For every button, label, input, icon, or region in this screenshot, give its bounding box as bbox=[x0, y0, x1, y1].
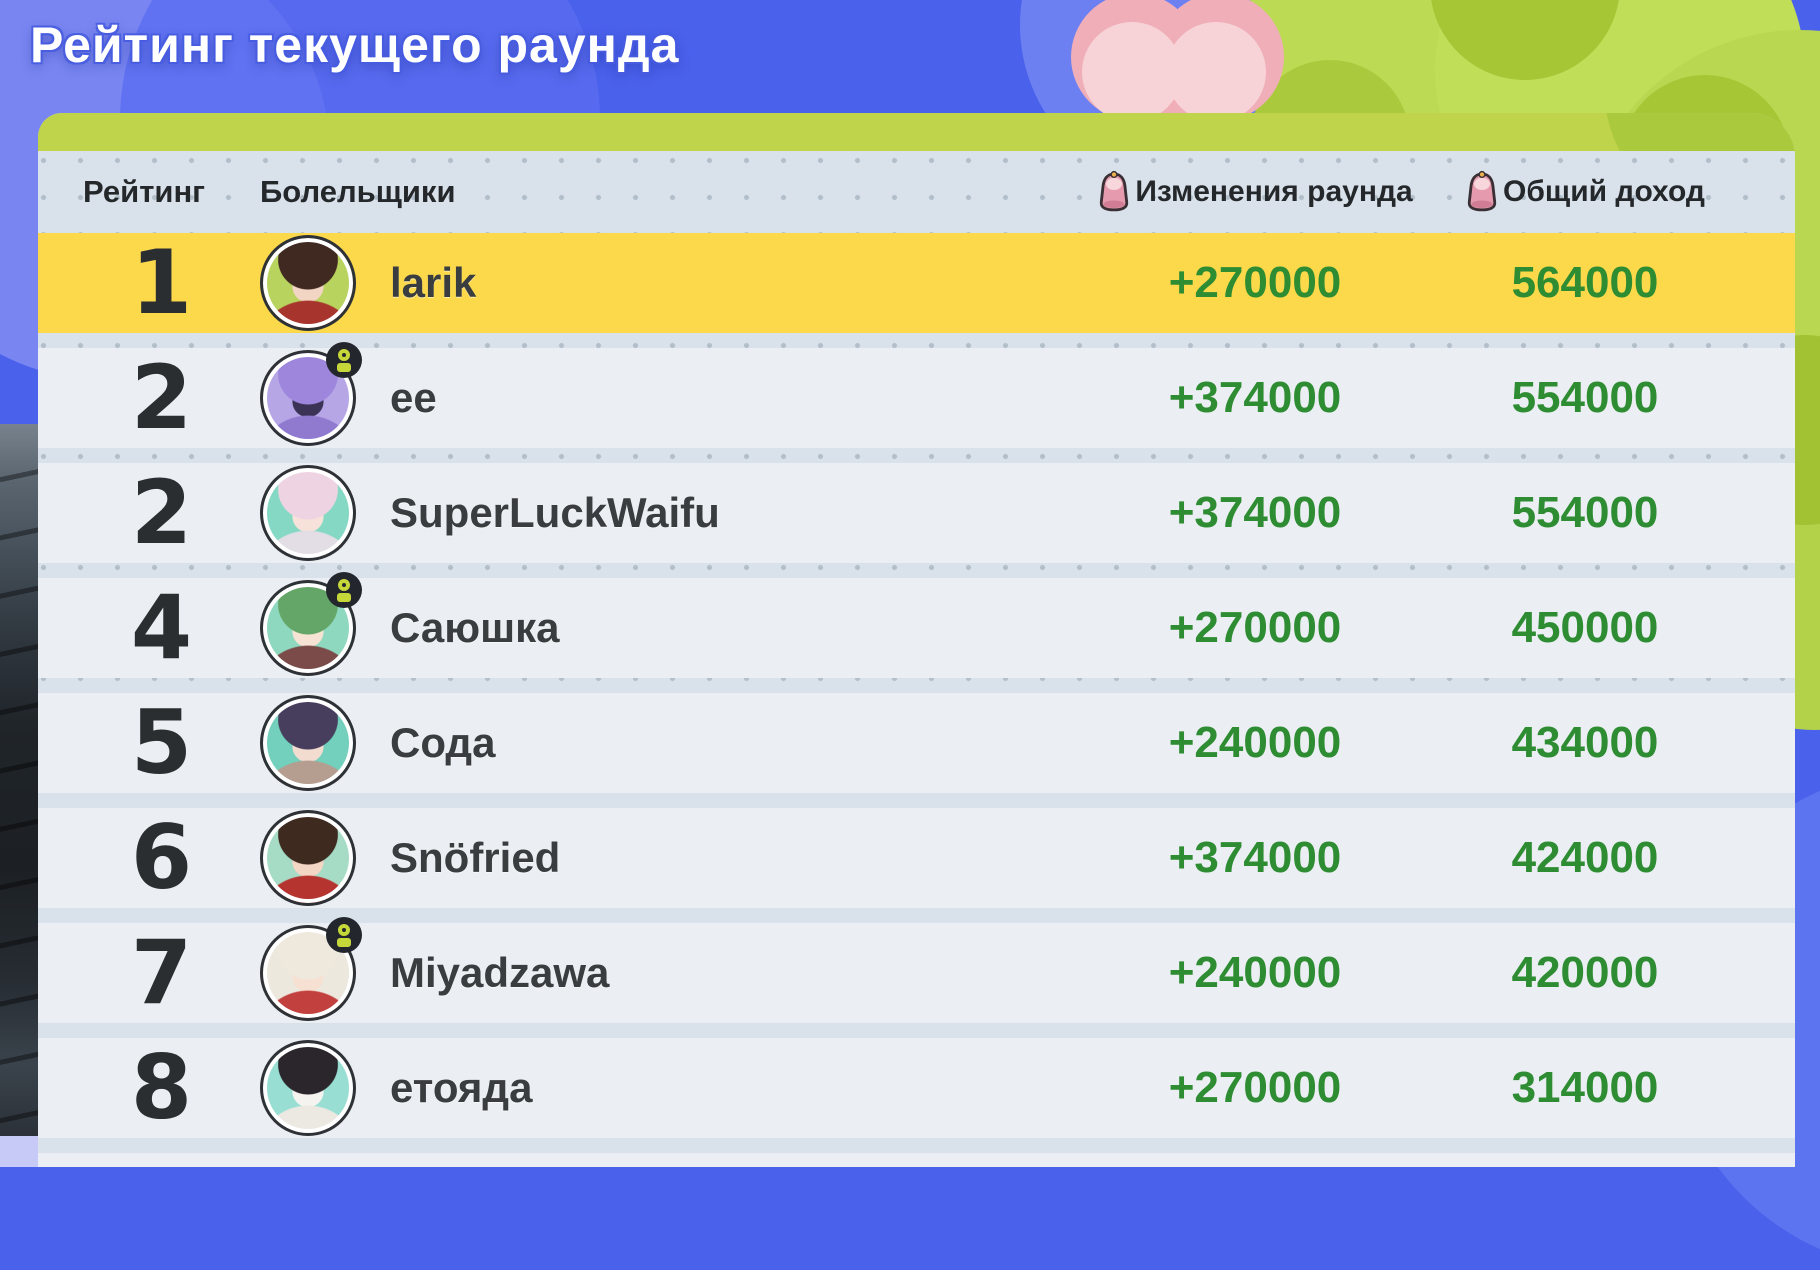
player-name: Саюшка bbox=[390, 604, 560, 651]
total-income-value: 420000 bbox=[1511, 948, 1659, 997]
page-title: Рейтинг текущего раунда bbox=[30, 17, 680, 73]
round-change-value: +240000 bbox=[1168, 718, 1342, 767]
friend-badge-icon bbox=[326, 917, 362, 953]
rank-value: 8 bbox=[130, 1036, 192, 1139]
rank-value: 2 bbox=[130, 461, 192, 564]
round-change-value: +270000 bbox=[1168, 603, 1342, 652]
avatar[interactable] bbox=[260, 925, 356, 1021]
round-change-value: +270000 bbox=[1168, 1063, 1342, 1112]
pudding-icon bbox=[1100, 170, 1129, 212]
pudding-icon bbox=[1467, 170, 1497, 212]
total-income-value: 434000 bbox=[1511, 718, 1659, 767]
leaderboard-panel: Рейтинг Болельщики Изменения раунда bbox=[38, 113, 1795, 1167]
column-header-fans: Болельщики bbox=[260, 174, 456, 209]
friend-badge-icon bbox=[326, 342, 362, 378]
column-header-total-income: Общий доход bbox=[1420, 170, 1750, 212]
table-row[interactable]: 5 Сода +240000 434000 bbox=[38, 693, 1795, 793]
avatar[interactable] bbox=[260, 695, 356, 791]
total-income-value: 554000 bbox=[1511, 373, 1659, 422]
avatar[interactable] bbox=[260, 1040, 356, 1136]
player-name: етояда bbox=[390, 1064, 533, 1111]
player-name: Miyadzawa bbox=[390, 949, 610, 996]
table-row[interactable]: 6 Snöfried +374000 424000 bbox=[38, 808, 1795, 908]
pink-flower-decoration bbox=[1166, 22, 1266, 122]
column-header-total-income-label: Общий доход bbox=[1503, 175, 1705, 208]
total-income-value: 314000 bbox=[1511, 1063, 1659, 1112]
round-change-value: +270000 bbox=[1168, 258, 1342, 307]
total-income-value: 450000 bbox=[1511, 603, 1659, 652]
player-name: Сода bbox=[390, 719, 496, 766]
round-change-value: +240000 bbox=[1168, 948, 1342, 997]
round-change-value: +374000 bbox=[1168, 373, 1342, 422]
table-row[interactable]: 4 Саюшка +270000 450000 bbox=[38, 572, 1795, 679]
column-header-round-change-label: Изменения раунда bbox=[1135, 175, 1413, 208]
rank-value: 2 bbox=[130, 346, 192, 449]
table-row-partial bbox=[38, 1153, 1795, 1167]
table-header-row: Рейтинг Болельщики Изменения раунда bbox=[38, 151, 1795, 233]
speaker-prop bbox=[0, 424, 40, 1136]
table-row[interactable]: 7 Miyadzawa +240000 420000 bbox=[38, 917, 1795, 1024]
player-name: Snöfried bbox=[390, 834, 561, 881]
round-change-value: +374000 bbox=[1168, 488, 1342, 537]
player-name: SuperLuckWaifu bbox=[390, 489, 720, 536]
player-name: larik bbox=[390, 259, 477, 306]
table-row[interactable]: 1 larik +270000 564000 bbox=[38, 233, 1795, 333]
rank-value: 5 bbox=[130, 691, 192, 794]
friend-badge-icon bbox=[326, 572, 362, 608]
total-income-value: 564000 bbox=[1511, 258, 1659, 307]
rank-value: 1 bbox=[130, 231, 192, 334]
pink-flower-decoration bbox=[1082, 22, 1182, 122]
leaderboard-table: Рейтинг Болельщики Изменения раунда bbox=[38, 151, 1795, 1167]
round-change-value: +374000 bbox=[1168, 833, 1342, 882]
table-row[interactable]: 2 SuperLuckWaifu +374000 554000 bbox=[38, 463, 1795, 563]
rank-value: 4 bbox=[130, 576, 192, 679]
column-header-rank: Рейтинг bbox=[83, 174, 206, 209]
rank-value: 7 bbox=[130, 921, 192, 1024]
column-header-round-change: Изменения раунда bbox=[1090, 170, 1420, 212]
total-income-value: 424000 bbox=[1511, 833, 1659, 882]
player-name: ee bbox=[390, 374, 437, 421]
table-row[interactable]: 8 етояда +270000 314000 bbox=[38, 1038, 1795, 1138]
table-row[interactable]: 2 ee +374000 554000 bbox=[38, 342, 1795, 449]
total-income-value: 554000 bbox=[1511, 488, 1659, 537]
avatar[interactable] bbox=[260, 235, 356, 331]
table-body: 1 larik +270000 564000 2 bbox=[38, 233, 1795, 1138]
avatar[interactable] bbox=[260, 810, 356, 906]
rank-value: 6 bbox=[130, 806, 192, 909]
panel-top-bar bbox=[38, 113, 1795, 151]
avatar[interactable] bbox=[260, 465, 356, 561]
